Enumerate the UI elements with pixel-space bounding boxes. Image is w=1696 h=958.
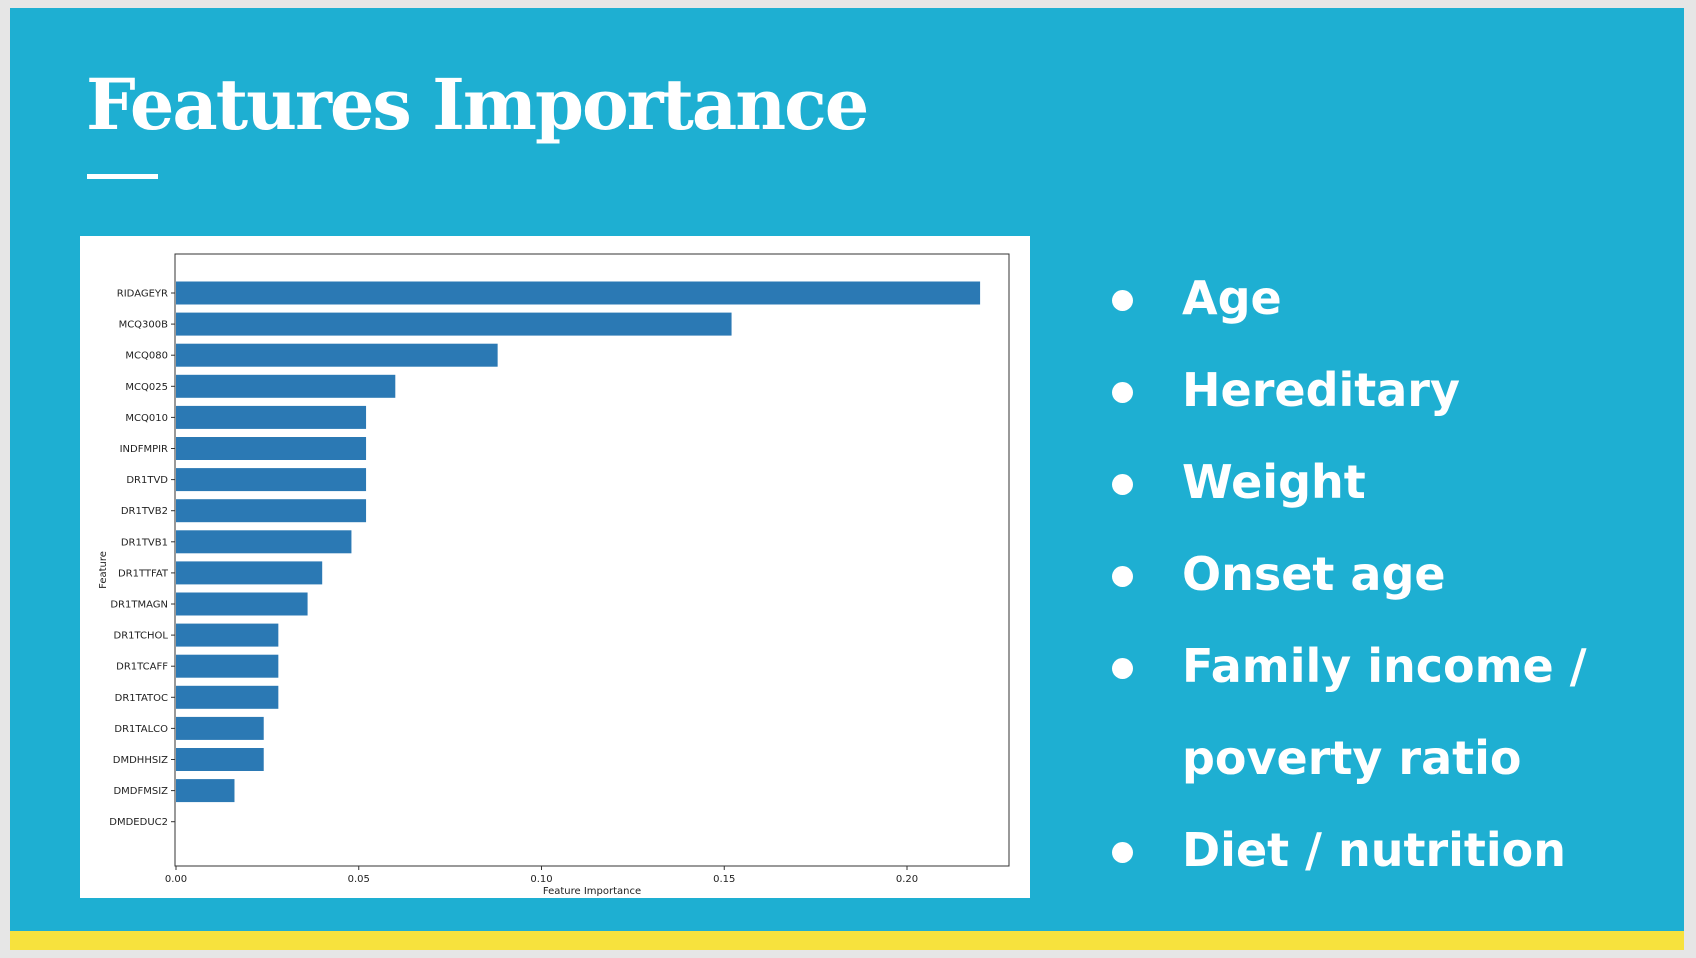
bullet-text: Weight (1182, 455, 1366, 509)
chart-y-tick-label: MCQ025 (125, 382, 168, 393)
chart-y-tick-label: DR1TCAFF (116, 662, 168, 673)
chart-bar-dr1tvb2 (176, 499, 367, 523)
chart-x-tick-label: 0.15 (713, 874, 735, 885)
chart-y-tick-label: MCQ010 (125, 413, 168, 424)
chart-bar-dmdhhsiz (176, 748, 264, 771)
chart-y-tick-label: DR1TTFAT (118, 568, 169, 579)
chart-y-tick-label: RIDAGEYR (117, 289, 168, 300)
chart-y-tick-label: DR1TALCO (114, 724, 168, 735)
chart-y-tick-label: DR1TVB2 (121, 506, 168, 517)
chart-x-tick-label: 0.05 (348, 874, 370, 885)
chart-y-tick-label: DR1TMAGN (110, 600, 168, 611)
chart-y-tick-label: DMDHHSIZ (113, 755, 168, 766)
bullet-text: Hereditary (1182, 363, 1460, 417)
chart-bar-dr1tatoc (176, 685, 279, 709)
chart-x-tick-label: 0.20 (896, 874, 918, 885)
chart-bar-mcq080 (176, 343, 498, 367)
bullet-text: Family income / poverty ratio (1182, 639, 1587, 785)
bullet-dot (1112, 566, 1133, 587)
chart-y-tick-label: INDFMPIR (120, 444, 168, 455)
chart-y-tick-label: DR1TVD (126, 475, 168, 486)
bullet-text: Diet / nutrition (1182, 823, 1567, 877)
chart-y-tick-label: DMDFMSIZ (113, 786, 168, 797)
chart-bar-dr1ttfat (176, 561, 323, 585)
slide: Features Importance RIDAGEYR MCQ300B MCQ08… (10, 8, 1684, 950)
chart-x-tick-label: 0.10 (530, 874, 552, 885)
slide-title: Features Importance (86, 63, 869, 146)
chart-y-tick-label: DMDEDUC2 (109, 817, 168, 828)
bullet-dot (1112, 290, 1133, 311)
chart-bar-dmdfmsiz (176, 779, 235, 803)
bullet-item: Diet / nutrition (1102, 804, 1662, 896)
bullet-list: Age Hereditary Weight Onset age Family i… (1102, 252, 1662, 896)
chart-y-tick-label: DR1TVB1 (121, 537, 168, 548)
chart-bar-indfmpir (176, 437, 367, 460)
bullet-item: Age (1102, 252, 1662, 344)
bullet-dot (1112, 842, 1133, 863)
chart-y-axis-label: Feature (98, 551, 109, 589)
bullet-item: Onset age (1102, 528, 1662, 620)
chart-y-tick-label: MCQ080 (125, 351, 168, 362)
bullet-item: Hereditary (1102, 344, 1662, 436)
bullet-text: Age (1182, 271, 1282, 325)
bullet-text: Onset age (1182, 547, 1446, 601)
footer-accent-bar (10, 931, 1684, 950)
chart-x-tick-label: 0.00 (165, 874, 187, 885)
chart-bar-dr1talco (176, 716, 264, 740)
bullet-dot (1112, 474, 1133, 495)
chart-x-axis-label: Feature Importance (543, 886, 641, 897)
chart-plot-frame (174, 253, 1010, 867)
chart-bar-ridageyr (176, 281, 981, 305)
chart-y-tick-label: DR1TCHOL (114, 631, 169, 642)
chart-bar-mcq025 (176, 374, 396, 398)
chart-bar-dr1tcaff (176, 654, 279, 678)
bullet-item: Weight (1102, 436, 1662, 528)
chart-y-tick-label: DR1TATOC (115, 693, 168, 704)
bullet-dot (1112, 382, 1133, 403)
title-underline (87, 174, 158, 179)
chart-bar-mcq300b (176, 312, 732, 336)
chart-bar-dr1tvb1 (176, 530, 352, 554)
chart-y-tick-label: MCQ300B (119, 320, 169, 331)
feature-importance-chart: RIDAGEYR MCQ300B MCQ080 MCQ025 MCQ010 INDFMPI… (80, 236, 1030, 898)
chart-bar-dr1tchol (176, 623, 279, 647)
chart-bar-mcq010 (176, 405, 367, 429)
chart-bar-dr1tvd (176, 468, 367, 492)
bullet-dot (1112, 658, 1133, 679)
chart-bar-dr1tmagn (176, 592, 308, 616)
bullet-item: Family income / poverty ratio (1102, 620, 1662, 804)
chart-svg: RIDAGEYR MCQ300B MCQ080 MCQ025 MCQ010 INDFMPI… (98, 253, 1010, 897)
